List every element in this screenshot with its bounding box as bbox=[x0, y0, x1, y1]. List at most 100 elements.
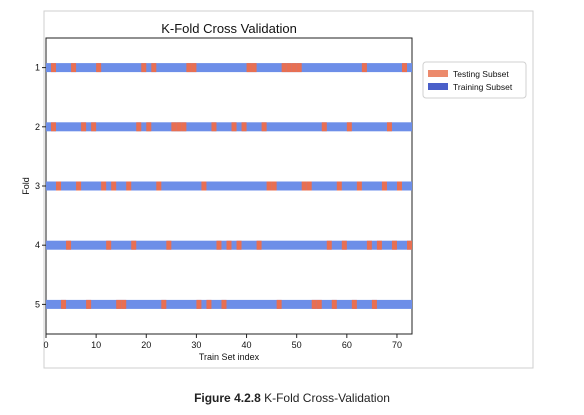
test-segment-fold-2-idx-18 bbox=[136, 122, 142, 132]
test-segment-fold-1-idx-21 bbox=[151, 63, 157, 73]
y-axis-label: Fold bbox=[21, 177, 31, 195]
test-segment-fold-2-idx-25 bbox=[171, 122, 177, 132]
test-segment-fold-5-idx-53 bbox=[311, 299, 317, 309]
test-segment-fold-1-idx-19 bbox=[141, 63, 147, 73]
test-segment-fold-1-idx-10 bbox=[96, 63, 102, 73]
test-segment-fold-3-idx-70 bbox=[396, 181, 402, 191]
test-segment-fold-3-idx-58 bbox=[336, 181, 342, 191]
fold-row-2 bbox=[46, 122, 412, 132]
test-segment-fold-4-idx-72 bbox=[406, 240, 412, 250]
chart-title: K-Fold Cross Validation bbox=[161, 21, 297, 36]
x-tick-label-20: 20 bbox=[141, 340, 151, 350]
y-tick-label-2: 2 bbox=[35, 122, 40, 132]
test-segment-fold-1-idx-49 bbox=[291, 63, 297, 73]
test-segment-fold-5-idx-57 bbox=[331, 299, 337, 309]
test-segment-fold-3-idx-13 bbox=[111, 181, 117, 191]
test-segment-fold-2-idx-37 bbox=[231, 122, 237, 132]
legend-swatch-1 bbox=[428, 83, 448, 90]
test-segment-fold-4-idx-34 bbox=[216, 240, 222, 250]
test-segment-fold-4-idx-36 bbox=[226, 240, 232, 250]
x-tick-label-60: 60 bbox=[342, 340, 352, 350]
fold-row-1 bbox=[46, 63, 412, 73]
fold-row-4 bbox=[46, 240, 412, 250]
legend-label-1: Training Subset bbox=[453, 82, 513, 92]
test-segment-fold-4-idx-4 bbox=[66, 240, 72, 250]
test-segment-fold-3-idx-31 bbox=[201, 181, 207, 191]
test-segment-fold-1-idx-40 bbox=[246, 63, 252, 73]
test-segment-fold-4-idx-56 bbox=[326, 240, 332, 250]
test-segment-fold-5-idx-3 bbox=[61, 299, 67, 309]
x-axis-label: Train Set index bbox=[199, 352, 260, 362]
training-bar-fold-5 bbox=[46, 299, 412, 309]
x-tick-label-0: 0 bbox=[43, 340, 48, 350]
test-segment-fold-2-idx-68 bbox=[386, 122, 392, 132]
test-segment-fold-2-idx-33 bbox=[211, 122, 217, 132]
test-segment-fold-4-idx-12 bbox=[106, 240, 112, 250]
test-segment-fold-3-idx-44 bbox=[266, 181, 272, 191]
test-segment-fold-3-idx-2 bbox=[56, 181, 62, 191]
x-tick-label-50: 50 bbox=[292, 340, 302, 350]
legend: Testing Subset Training Subset bbox=[422, 61, 527, 99]
test-segment-fold-3-idx-22 bbox=[156, 181, 162, 191]
y-tick-label-4: 4 bbox=[35, 240, 40, 250]
legend-swatch-0 bbox=[428, 70, 448, 77]
x-tick-label-70: 70 bbox=[392, 340, 402, 350]
test-segment-fold-2-idx-43 bbox=[261, 122, 267, 132]
test-segment-fold-5-idx-54 bbox=[316, 299, 322, 309]
figure-caption: Figure 4.2.8 K-Fold Cross-Validation bbox=[0, 391, 584, 405]
test-segment-fold-5-idx-8 bbox=[86, 299, 92, 309]
test-segment-fold-4-idx-66 bbox=[376, 240, 382, 250]
test-segment-fold-5-idx-35 bbox=[221, 299, 227, 309]
test-segment-fold-5-idx-30 bbox=[196, 299, 202, 309]
test-segment-fold-1-idx-28 bbox=[186, 63, 192, 73]
test-segment-fold-5-idx-15 bbox=[121, 299, 127, 309]
training-bar-fold-2 bbox=[46, 122, 412, 132]
test-segment-fold-1-idx-29 bbox=[191, 63, 197, 73]
test-segment-fold-4-idx-59 bbox=[341, 240, 347, 250]
test-segment-fold-5-idx-65 bbox=[371, 299, 377, 309]
test-segment-fold-1-idx-1 bbox=[51, 63, 57, 73]
caption-text: K-Fold Cross-Validation bbox=[260, 391, 390, 405]
legend-box bbox=[422, 61, 527, 99]
x-tick-label-30: 30 bbox=[191, 340, 201, 350]
test-segment-fold-1-idx-48 bbox=[286, 63, 292, 73]
test-segment-fold-2-idx-26 bbox=[176, 122, 182, 132]
test-segment-fold-2-idx-55 bbox=[321, 122, 327, 132]
test-segment-fold-5-idx-32 bbox=[206, 299, 212, 309]
test-segment-fold-3-idx-52 bbox=[306, 181, 312, 191]
test-segment-fold-3-idx-67 bbox=[381, 181, 387, 191]
test-segment-fold-5-idx-14 bbox=[116, 299, 122, 309]
y-tick-label-1: 1 bbox=[35, 63, 40, 73]
test-segment-fold-4-idx-42 bbox=[256, 240, 262, 250]
test-segment-fold-2-idx-27 bbox=[181, 122, 187, 132]
x-tick-label-10: 10 bbox=[91, 340, 101, 350]
x-tick-label-40: 40 bbox=[242, 340, 252, 350]
test-segment-fold-3-idx-11 bbox=[101, 181, 107, 191]
test-segment-fold-2-idx-1 bbox=[51, 122, 57, 132]
y-tick-label-5: 5 bbox=[35, 299, 40, 309]
test-segment-fold-3-idx-45 bbox=[271, 181, 277, 191]
test-segment-fold-4-idx-69 bbox=[391, 240, 397, 250]
test-segment-fold-4-idx-17 bbox=[131, 240, 137, 250]
test-segment-fold-4-idx-38 bbox=[236, 240, 242, 250]
test-segment-fold-1-idx-50 bbox=[296, 63, 302, 73]
test-segment-fold-1-idx-71 bbox=[401, 63, 407, 73]
test-segment-fold-1-idx-5 bbox=[71, 63, 77, 73]
y-tick-label-3: 3 bbox=[35, 181, 40, 191]
test-segment-fold-2-idx-39 bbox=[241, 122, 247, 132]
test-segment-fold-2-idx-20 bbox=[146, 122, 152, 132]
test-segment-fold-5-idx-61 bbox=[351, 299, 357, 309]
training-bar-fold-1 bbox=[46, 63, 412, 73]
test-segment-fold-4-idx-24 bbox=[166, 240, 172, 250]
test-segment-fold-1-idx-41 bbox=[251, 63, 257, 73]
test-segment-fold-2-idx-7 bbox=[81, 122, 87, 132]
caption-label: Figure 4.2.8 bbox=[194, 391, 261, 405]
test-segment-fold-1-idx-47 bbox=[281, 63, 287, 73]
training-bar-fold-3 bbox=[46, 181, 412, 191]
test-segment-fold-4-idx-64 bbox=[366, 240, 372, 250]
test-segment-fold-3-idx-62 bbox=[356, 181, 362, 191]
test-segment-fold-2-idx-60 bbox=[346, 122, 352, 132]
legend-label-0: Testing Subset bbox=[453, 69, 509, 79]
test-segment-fold-1-idx-63 bbox=[361, 63, 367, 73]
